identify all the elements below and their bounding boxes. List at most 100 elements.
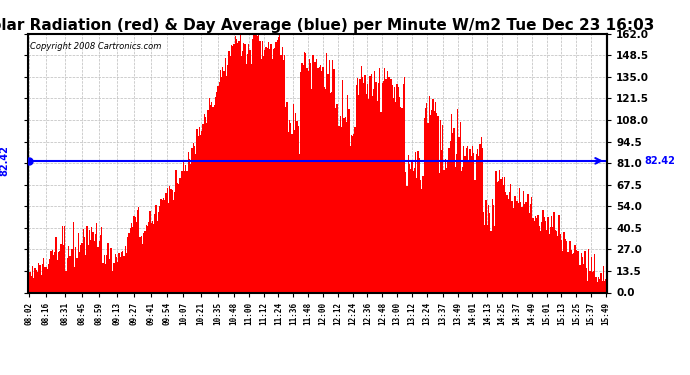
Bar: [332, 60, 333, 292]
Bar: [525, 202, 526, 292]
Bar: [374, 70, 375, 292]
Bar: [111, 248, 112, 292]
Bar: [455, 168, 456, 292]
Bar: [279, 34, 280, 292]
Bar: [593, 271, 594, 292]
Bar: [493, 206, 494, 292]
Bar: [422, 176, 424, 292]
Bar: [595, 278, 597, 292]
Bar: [239, 34, 241, 292]
Bar: [102, 263, 103, 292]
Bar: [531, 197, 533, 292]
Bar: [339, 116, 341, 292]
Bar: [252, 39, 253, 292]
Bar: [466, 148, 467, 292]
Bar: [246, 64, 247, 292]
Bar: [55, 237, 57, 292]
Bar: [430, 115, 431, 292]
Bar: [70, 256, 72, 292]
Bar: [402, 108, 403, 292]
Bar: [190, 164, 191, 292]
Bar: [575, 250, 577, 292]
Bar: [583, 264, 584, 292]
Bar: [313, 55, 314, 292]
Bar: [79, 252, 80, 292]
Bar: [350, 146, 351, 292]
Bar: [538, 215, 539, 292]
Bar: [30, 276, 32, 292]
Bar: [560, 234, 561, 292]
Bar: [584, 251, 586, 292]
Text: 82.42: 82.42: [645, 156, 676, 166]
Bar: [106, 255, 108, 292]
Bar: [257, 36, 258, 292]
Bar: [308, 59, 310, 292]
Bar: [299, 154, 300, 292]
Bar: [235, 36, 236, 292]
Bar: [41, 275, 42, 292]
Bar: [275, 42, 277, 292]
Bar: [341, 127, 342, 292]
Bar: [448, 148, 450, 292]
Bar: [267, 48, 268, 292]
Bar: [231, 45, 232, 292]
Bar: [463, 146, 464, 292]
Bar: [408, 155, 409, 292]
Bar: [453, 128, 455, 292]
Bar: [101, 227, 102, 292]
Bar: [261, 59, 262, 292]
Bar: [605, 279, 607, 292]
Bar: [104, 255, 105, 292]
Bar: [46, 267, 47, 292]
Bar: [272, 59, 273, 292]
Bar: [451, 114, 452, 292]
Bar: [492, 199, 493, 292]
Bar: [426, 104, 427, 292]
Bar: [236, 39, 237, 292]
Bar: [119, 256, 121, 292]
Bar: [598, 277, 599, 292]
Bar: [188, 152, 189, 292]
Bar: [500, 179, 502, 292]
Bar: [293, 104, 294, 292]
Bar: [400, 107, 402, 292]
Bar: [518, 203, 519, 292]
Bar: [589, 271, 591, 292]
Bar: [286, 102, 288, 292]
Bar: [310, 63, 311, 292]
Bar: [486, 225, 488, 292]
Bar: [90, 240, 91, 292]
Bar: [580, 253, 582, 292]
Bar: [533, 221, 535, 292]
Bar: [59, 251, 60, 292]
Bar: [195, 154, 196, 292]
Bar: [478, 156, 480, 292]
Bar: [72, 222, 74, 292]
Bar: [383, 81, 384, 292]
Bar: [322, 67, 324, 292]
Bar: [105, 264, 106, 292]
Bar: [527, 194, 529, 292]
Bar: [484, 225, 486, 292]
Bar: [442, 125, 444, 292]
Bar: [48, 264, 49, 292]
Bar: [264, 50, 266, 292]
Bar: [291, 134, 293, 292]
Bar: [295, 112, 297, 292]
Bar: [371, 74, 372, 292]
Bar: [433, 111, 435, 292]
Bar: [258, 34, 259, 292]
Bar: [170, 189, 172, 292]
Bar: [225, 58, 226, 292]
Bar: [164, 200, 166, 292]
Bar: [474, 180, 475, 292]
Bar: [288, 132, 289, 292]
Bar: [425, 108, 426, 292]
Bar: [199, 127, 200, 292]
Bar: [213, 107, 214, 292]
Bar: [181, 171, 183, 292]
Bar: [108, 259, 110, 292]
Bar: [522, 191, 524, 292]
Bar: [567, 252, 569, 292]
Bar: [577, 251, 578, 292]
